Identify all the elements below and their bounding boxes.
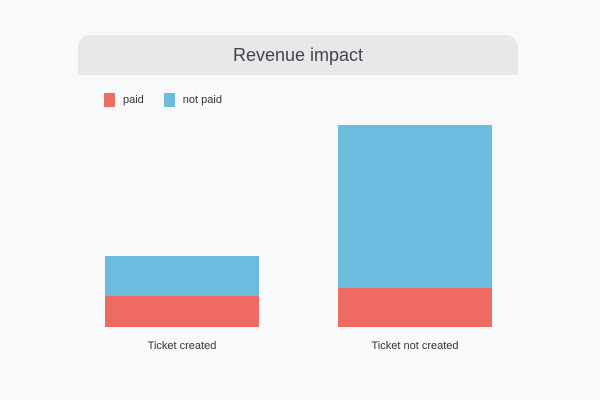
bar-not-paid-1	[105, 256, 259, 296]
category-label-2: Ticket not created	[371, 340, 458, 352]
legend-label-not-paid: not paid	[182, 94, 222, 106]
legend-item-paid: paid	[104, 93, 144, 107]
legend-swatch-not-paid	[163, 93, 175, 107]
bar-paid-2	[338, 288, 492, 327]
chart-title: Revenue impact	[232, 44, 364, 65]
bar-not-paid-2	[338, 125, 492, 288]
legend-label-paid: paid	[123, 94, 144, 106]
legend: paid not paid	[104, 92, 242, 108]
chart-title-bar: Revenue impact	[78, 35, 518, 75]
category-label-1: Ticket created	[148, 340, 217, 352]
bar-paid-1	[105, 296, 259, 327]
legend-swatch-paid	[104, 93, 115, 107]
legend-item-not-paid: not paid	[163, 93, 222, 107]
